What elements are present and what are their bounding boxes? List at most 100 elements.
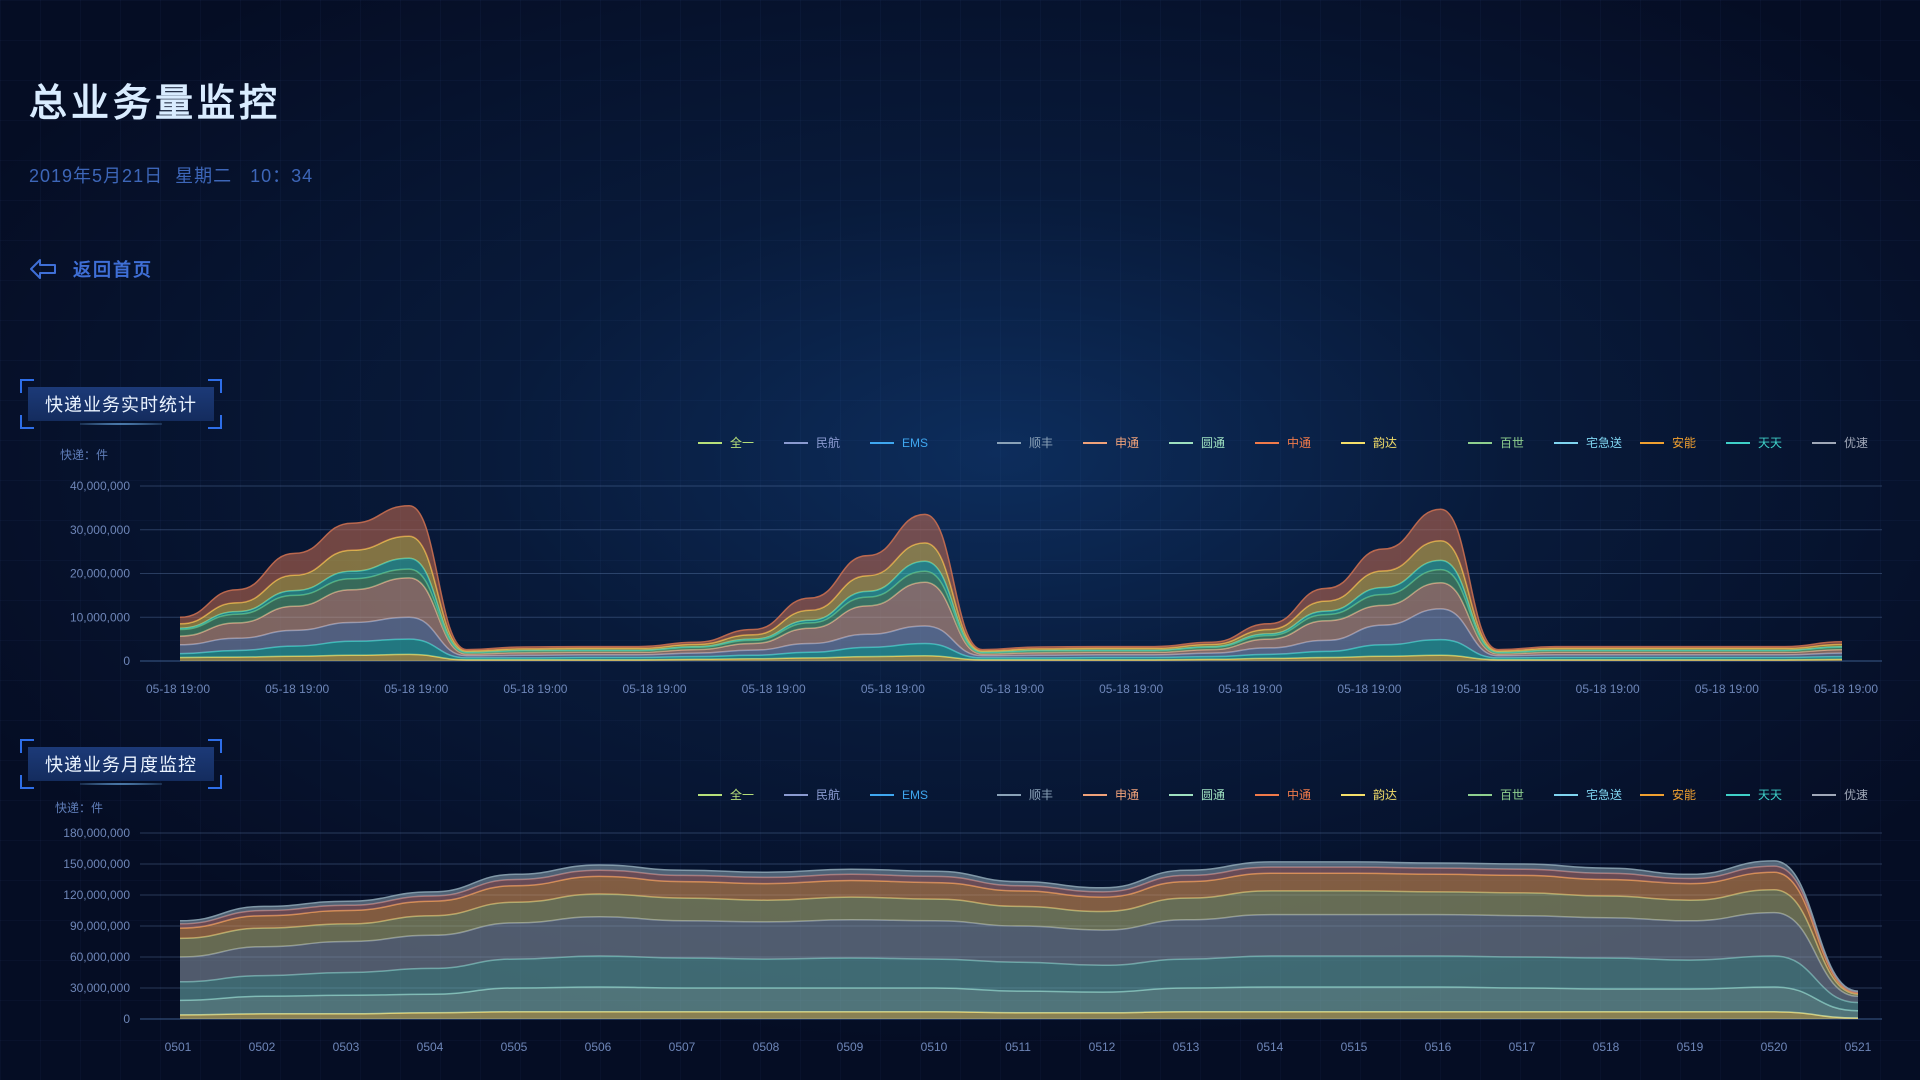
x-tick-label: 0509: [837, 1040, 864, 1054]
y-axis-unit-label: 快递：件: [55, 801, 103, 815]
legend-label: 宅急送: [1586, 787, 1622, 802]
area-series: [180, 608, 1842, 658]
y-tick-label: 120,000,000: [63, 888, 130, 902]
x-tick-label: 05-18 19:00: [623, 682, 687, 696]
y-tick-label: 30,000,000: [70, 523, 130, 537]
x-tick-label: 0511: [1005, 1040, 1031, 1054]
x-tick-label: 0515: [1341, 1040, 1368, 1054]
y-tick-label: 20,000,000: [70, 567, 130, 581]
area-series: [180, 577, 1842, 656]
x-tick-label: 05-18 19:00: [265, 682, 329, 696]
legend-label: 全一: [730, 787, 754, 802]
back-home-label: 返回首页: [73, 260, 153, 280]
x-tick-label: 0502: [249, 1040, 276, 1054]
x-tick-label: 05-18 19:00: [1814, 682, 1878, 696]
legend-label: 全一: [730, 435, 754, 450]
y-tick-label: 0: [123, 654, 130, 668]
legend-label: 申通: [1115, 788, 1139, 802]
x-tick-label: 0507: [669, 1040, 696, 1054]
monthly-title-label: 快递业务月度监控: [28, 747, 214, 781]
x-tick-label: 0520: [1761, 1040, 1788, 1054]
x-tick-label: 0510: [921, 1040, 948, 1054]
frame-corner: [208, 775, 222, 789]
legend-label: 韵达: [1373, 435, 1397, 450]
x-tick-label: 05-18 19:00: [1099, 682, 1163, 696]
x-tick-label: 0501: [165, 1040, 192, 1054]
legend-label: 韵达: [1373, 787, 1397, 802]
realtime-section-title: 快递业务实时统计: [20, 379, 222, 429]
legend-label: 顺丰: [1029, 436, 1053, 450]
datetime-display: 2019年5月21日 星期二 10：34: [29, 166, 314, 186]
frame-corner: [208, 379, 222, 393]
back-arrow-icon: [30, 259, 56, 279]
x-tick-label: 0506: [585, 1040, 612, 1054]
legend-label: 圆通: [1201, 436, 1225, 450]
area-series: [180, 956, 1858, 1011]
x-tick-label: 0519: [1677, 1040, 1704, 1054]
y-tick-label: 10,000,000: [70, 610, 130, 624]
frame-corner: [20, 739, 34, 753]
monthly-section-title: 快递业务月度监控: [20, 739, 222, 789]
legend-label: 安能: [1672, 787, 1696, 802]
x-tick-label: 05-18 19:00: [980, 682, 1044, 696]
y-tick-label: 30,000,000: [70, 981, 130, 995]
x-tick-label: 0512: [1089, 1040, 1116, 1054]
legend-label: 中通: [1287, 435, 1311, 450]
y-tick-label: 0: [123, 1012, 130, 1026]
legend-label: 优速: [1844, 436, 1868, 450]
x-tick-label: 05-18 19:00: [146, 682, 210, 696]
legend-label: 天天: [1758, 788, 1782, 802]
x-tick-label: 05-18 19:00: [503, 682, 567, 696]
x-tick-label: 05-18 19:00: [384, 682, 448, 696]
x-tick-label: 0503: [333, 1040, 360, 1054]
area-series-line: [179, 504, 1843, 651]
x-tick-label: 0517: [1509, 1040, 1536, 1054]
frame-corner: [20, 415, 34, 429]
y-tick-label: 180,000,000: [63, 826, 130, 840]
x-tick-label: 05-18 19:00: [861, 682, 925, 696]
legend-label: EMS: [902, 436, 928, 450]
x-tick-label: 0516: [1425, 1040, 1452, 1054]
legend-label: 申通: [1115, 436, 1139, 450]
area-series: [180, 889, 1858, 997]
legend-label: 宅急送: [1586, 435, 1622, 450]
back-home-button[interactable]: 返回首页: [29, 256, 153, 282]
title-glow: [80, 423, 162, 425]
area-series: [180, 639, 1842, 660]
area-series: [180, 912, 1858, 1003]
area-series: [180, 1011, 1858, 1019]
page-title: 总业务量监控: [29, 83, 282, 125]
area-series: [180, 987, 1858, 1018]
legend-label: 圆通: [1201, 788, 1225, 802]
frame-corner: [208, 415, 222, 429]
x-tick-label: 0518: [1593, 1040, 1620, 1054]
x-tick-label: 05-18 19:00: [1457, 682, 1521, 696]
x-tick-label: 05-18 19:00: [1576, 682, 1640, 696]
x-tick-label: 0514: [1257, 1040, 1284, 1054]
x-tick-label: 0513: [1173, 1040, 1200, 1054]
area-series: [180, 505, 1842, 651]
y-tick-label: 90,000,000: [70, 919, 130, 933]
legend-label: 中通: [1287, 787, 1311, 802]
frame-corner: [20, 775, 34, 789]
legend-label: 百世: [1500, 436, 1524, 450]
x-tick-label: 05-18 19:00: [1695, 682, 1759, 696]
frame-corner: [20, 379, 34, 393]
legend-label: 天天: [1758, 436, 1782, 450]
legend-label: 民航: [816, 435, 840, 450]
legend-label: 民航: [816, 787, 840, 802]
area-series-line: [179, 860, 1859, 992]
x-tick-label: 05-18 19:00: [742, 682, 806, 696]
area-series: [180, 872, 1858, 995]
x-tick-label: 0521: [1845, 1040, 1872, 1054]
y-tick-label: 40,000,000: [70, 479, 130, 493]
legend-label: 百世: [1500, 788, 1524, 802]
frame-corner: [208, 739, 222, 753]
y-axis-unit-label: 快递：件: [60, 448, 108, 462]
legend-label: 安能: [1672, 435, 1696, 450]
realtime-title-label: 快递业务实时统计: [28, 387, 214, 421]
legend-label: 优速: [1844, 788, 1868, 802]
x-tick-label: 05-18 19:00: [1218, 682, 1282, 696]
